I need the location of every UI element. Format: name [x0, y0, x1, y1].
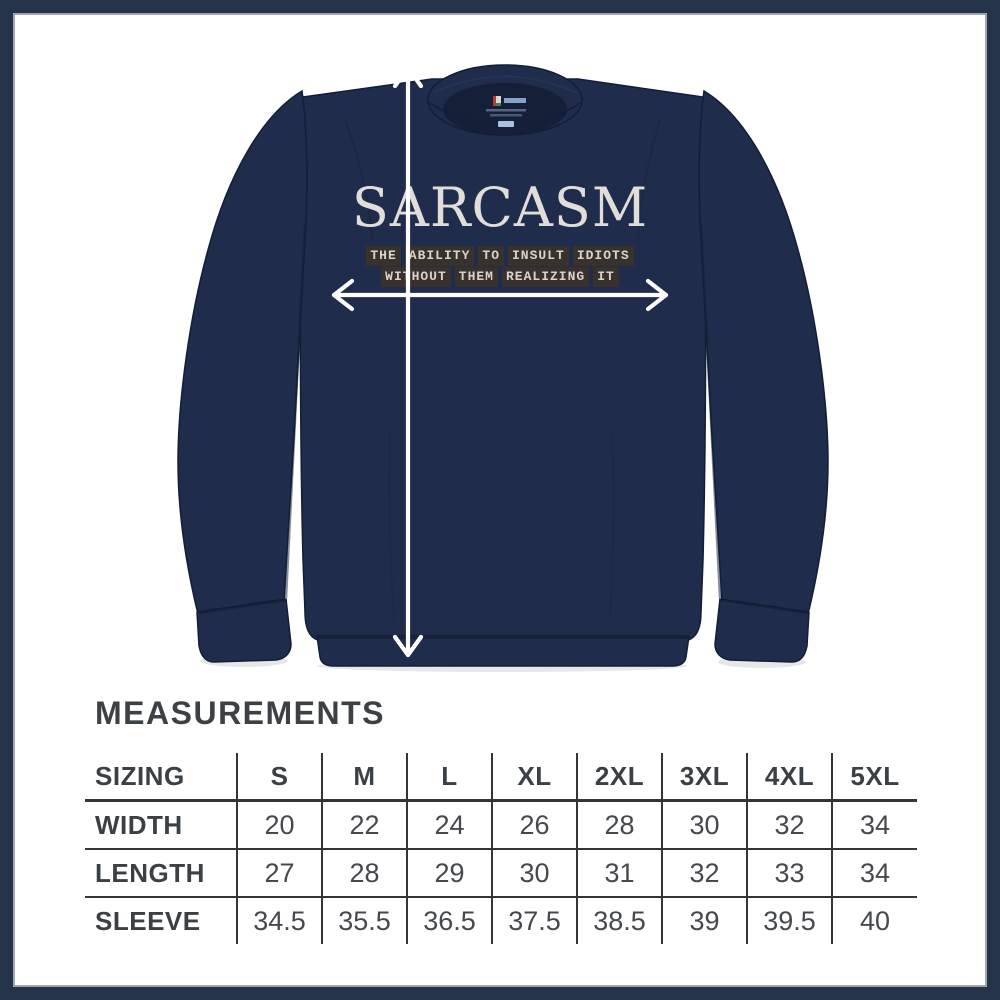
size-col-header: XL: [491, 753, 577, 802]
size-value-cell: 22: [321, 800, 407, 850]
print-word: THE: [366, 246, 401, 267]
size-col-header: 4XL: [746, 753, 832, 802]
size-value-cell: 34: [831, 800, 917, 850]
size-value-cell: 27: [236, 849, 322, 898]
size-value-cell: 30: [661, 800, 747, 850]
size-value-cell: 39: [661, 897, 747, 944]
size-value-cell: 38.5: [576, 897, 662, 944]
print-word: THEM: [454, 267, 498, 288]
size-value-cell: 29: [406, 849, 492, 898]
size-value-cell: 36.5: [406, 897, 492, 944]
size-col-header: 5XL: [831, 753, 917, 802]
right-sleeve: [698, 89, 829, 616]
size-value-cell: 24: [406, 800, 492, 850]
row-label: SLEEVE: [95, 905, 201, 936]
size-value-cell: 30: [491, 849, 577, 898]
size-table: SIZING S M L XL 2XL 3XL 4XL 5XL WIDTH 20…: [85, 753, 917, 944]
left-cuff: [196, 598, 292, 663]
size-value-cell: 34: [831, 849, 917, 898]
size-value-cell: 40: [831, 897, 917, 944]
table-row-sleeve: SLEEVE 34.5 35.5 36.5 37.5 38.5 39 39.5 …: [85, 897, 917, 944]
size-value-cell: 32: [746, 800, 832, 850]
size-value-cell: 20: [236, 800, 322, 850]
left-sleeve: [177, 89, 308, 616]
size-value-cell: 32: [661, 849, 747, 898]
size-col-header: L: [406, 753, 492, 802]
size-col-header: M: [321, 753, 407, 802]
shirt-print-line2: WITHOUT THEM REALIZING IT: [0, 267, 1000, 288]
right-cuff: [714, 598, 810, 663]
size-value-cell: 33: [746, 849, 832, 898]
print-word: REALIZING: [502, 267, 590, 288]
print-word: WITHOUT: [381, 267, 451, 288]
size-col-header: 3XL: [661, 753, 747, 802]
sizing-header-cell: SIZING: [85, 753, 237, 802]
print-word: IDIOTS: [572, 246, 634, 267]
shirt-print-line1: THE ABILITY TO INSULT IDIOTS: [0, 246, 1000, 267]
sweatshirt-body: [299, 78, 707, 642]
waistband: [316, 635, 690, 667]
size-value-cell: 28: [576, 800, 662, 850]
shirt-print-title: SARCASM: [351, 176, 649, 239]
fabric-creases: [198, 119, 808, 639]
size-col-header: S: [236, 753, 322, 802]
size-value-cell: 35.5: [321, 897, 407, 944]
row-label: WIDTH: [85, 800, 237, 850]
print-word: IT: [593, 267, 619, 288]
row-label: LENGTH: [85, 849, 237, 898]
table-header-row: SIZING S M L XL 2XL 3XL 4XL 5XL: [85, 753, 917, 802]
print-word: ABILITY: [404, 246, 475, 267]
print-word: INSULT: [508, 246, 569, 267]
size-value-cell: 31: [576, 849, 662, 898]
measurements-heading: MEASUREMENTS: [95, 695, 386, 731]
table-row-length: LENGTH 27 28 29 30 31 32 33 34: [85, 849, 917, 898]
table-row-width: WIDTH 20 22 24 26 28 30 32 34: [85, 800, 917, 850]
size-col-header: 2XL: [576, 753, 662, 802]
size-value-cell: 37.5: [491, 897, 577, 944]
size-value-cell: 34.5: [236, 897, 322, 944]
print-word: TO: [478, 246, 504, 267]
size-value-cell: 28: [321, 849, 407, 898]
size-value-cell: 39.5: [746, 897, 832, 944]
neck-tag: [486, 96, 526, 127]
size-value-cell: 26: [491, 800, 577, 850]
